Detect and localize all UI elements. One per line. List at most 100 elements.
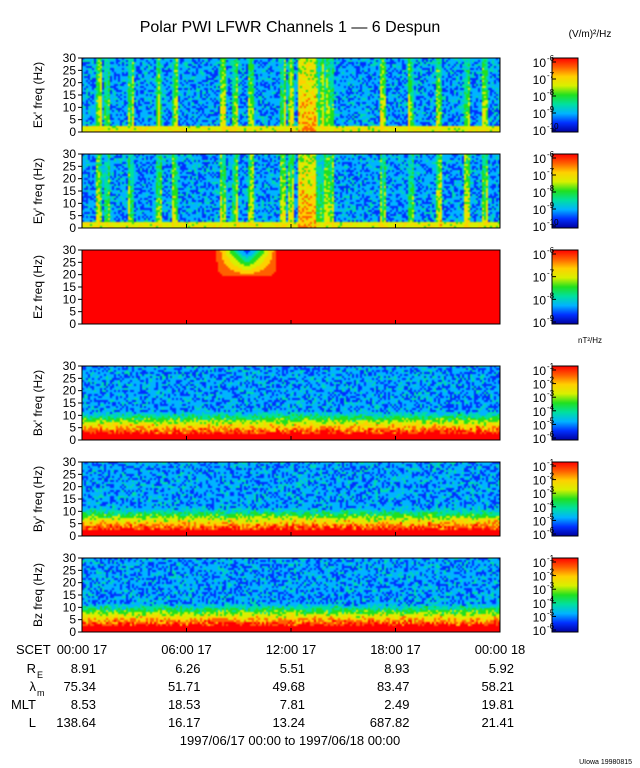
y-tick-label: 20 <box>63 76 77 90</box>
spectrogram-image <box>82 250 500 324</box>
ephemeris-value: 687.82 <box>370 715 410 730</box>
y-tick-label: 20 <box>63 268 77 282</box>
spectrogram-image <box>82 366 500 440</box>
colorbar-tick-label: 10 <box>533 418 547 432</box>
ephemeris-value: 58.21 <box>481 679 514 694</box>
colorbar <box>551 365 579 441</box>
page-title: Polar PWI LFWR Channels 1 — 6 Despun <box>140 19 441 36</box>
ephemeris-value: 138.64 <box>56 715 96 730</box>
colorbar-tick-exponent: -7 <box>547 269 555 278</box>
ephemeris-value: 16.17 <box>168 715 201 730</box>
ephemeris-value: 2.49 <box>384 697 409 712</box>
colorbar-tick-exponent: -2 <box>547 472 555 481</box>
colorbar-tick-exponent: -10 <box>547 122 559 131</box>
ephemeris-value: 19.81 <box>481 697 514 712</box>
y-tick-label: 20 <box>63 384 77 398</box>
y-axis-label: Bx' freq (Hz) <box>31 370 45 436</box>
y-tick-label: 30 <box>63 51 77 65</box>
colorbar-tick-label: 10 <box>533 90 547 104</box>
colorbar <box>551 557 579 633</box>
y-tick-label: 20 <box>63 480 77 494</box>
colorbar-tick-exponent: -8 <box>547 88 555 97</box>
colorbar-tick-label: 10 <box>533 474 547 488</box>
time-axis-label: SCET <box>16 642 51 657</box>
colorbar-tick-label: 10 <box>533 73 547 87</box>
colorbar-tick-label: 10 <box>533 514 547 528</box>
colorbar-tick-label: 10 <box>533 460 547 474</box>
ephemeris-value: 8.91 <box>71 661 96 676</box>
colorbar <box>551 57 579 133</box>
colorbar-tick-label: 10 <box>533 248 547 262</box>
colorbar <box>551 249 579 325</box>
y-tick-label: 10 <box>63 292 77 306</box>
y-tick-label: 30 <box>63 147 77 161</box>
spectrogram-image <box>82 58 500 132</box>
y-tick-label: 30 <box>63 551 77 565</box>
time-tick-label: 00:00 18 <box>475 642 526 657</box>
ephemeris-value: 8.53 <box>71 697 96 712</box>
ephemeris-row-label: L <box>29 715 36 730</box>
colorbar-tick-label: 10 <box>533 316 547 330</box>
colorbar-tick-exponent: -6 <box>547 430 555 439</box>
ephemeris-value: 13.24 <box>272 715 305 730</box>
colorbar-tick-label: 10 <box>533 597 547 611</box>
y-tick-label: 25 <box>63 371 77 385</box>
y-tick-label: 15 <box>63 588 77 602</box>
colorbar-tick-exponent: -3 <box>547 581 555 590</box>
colorbar-tick-exponent: -5 <box>547 608 555 617</box>
time-tick-label: 18:00 17 <box>370 642 421 657</box>
y-tick-label: 10 <box>63 408 77 422</box>
y-tick-label: 10 <box>63 196 77 210</box>
y-tick-label: 0 <box>69 317 76 331</box>
colorbar-tick-label: 10 <box>533 624 547 638</box>
colorbar-tick-label: 10 <box>533 583 547 597</box>
colorbar-tick-exponent: -1 <box>547 362 555 371</box>
y-tick-label: 0 <box>69 125 76 139</box>
ephemeris-row-subscript: E <box>37 670 43 680</box>
colorbar-tick-label: 10 <box>533 570 547 584</box>
colorbar-tick-exponent: -2 <box>547 568 555 577</box>
colorbar-tick-label: 10 <box>533 186 547 200</box>
time-tick-label: 00:00 17 <box>57 642 108 657</box>
colorbar-tick-label: 10 <box>533 271 547 285</box>
colorbar-tick-exponent: -7 <box>547 167 555 176</box>
colorbar-tick-exponent: -9 <box>547 105 555 114</box>
electric-units-label: (V/m)²/Hz <box>569 29 612 40</box>
y-tick-label: 15 <box>63 88 77 102</box>
y-tick-label: 25 <box>63 159 77 173</box>
ephemeris-value: 49.68 <box>272 679 305 694</box>
y-axis-label: Ex' freq (Hz) <box>31 62 45 128</box>
y-axis-label: By' freq (Hz) <box>31 466 45 532</box>
colorbar-tick-exponent: -4 <box>547 595 555 604</box>
colorbar-tick-exponent: -3 <box>547 389 555 398</box>
y-tick-label: 0 <box>69 221 76 235</box>
spectrogram-image <box>82 558 500 632</box>
colorbar-tick-exponent: -8 <box>547 184 555 193</box>
colorbar-tick-label: 10 <box>533 405 547 419</box>
y-tick-label: 20 <box>63 172 77 186</box>
y-tick-label: 30 <box>63 455 77 469</box>
y-tick-label: 15 <box>63 492 77 506</box>
colorbar-tick-label: 10 <box>533 378 547 392</box>
colorbar-tick-label: 10 <box>533 56 547 70</box>
y-tick-label: 5 <box>69 517 76 531</box>
colorbar-tick-exponent: -9 <box>547 314 555 323</box>
colorbar-tick-exponent: -6 <box>547 246 555 255</box>
y-tick-label: 5 <box>69 209 76 223</box>
y-tick-label: 10 <box>63 504 77 518</box>
colorbar-tick-exponent: -1 <box>547 458 555 467</box>
colorbar-tick-exponent: -1 <box>547 554 555 563</box>
y-tick-label: 30 <box>63 359 77 373</box>
colorbar-tick-exponent: -2 <box>547 376 555 385</box>
y-tick-label: 15 <box>63 184 77 198</box>
ephemeris-row-subscript: m <box>37 688 45 698</box>
ephemeris-value: 75.34 <box>63 679 96 694</box>
colorbar-tick-label: 10 <box>533 501 547 515</box>
spectrogram-image <box>82 462 500 536</box>
magnetic-units-label: nT²/Hz <box>578 336 602 345</box>
y-tick-label: 25 <box>63 63 77 77</box>
